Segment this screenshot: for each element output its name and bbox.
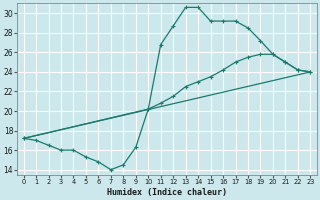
X-axis label: Humidex (Indice chaleur): Humidex (Indice chaleur) [107, 188, 227, 197]
